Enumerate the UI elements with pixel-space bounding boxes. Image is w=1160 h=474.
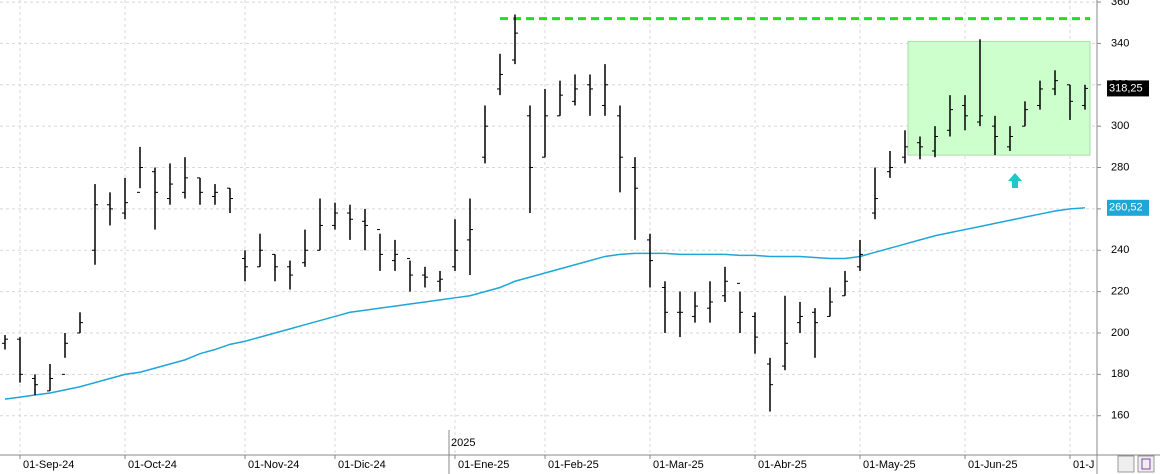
ma-last-label: 260,52 — [1109, 202, 1143, 214]
save-button[interactable] — [1137, 455, 1155, 473]
x-tick-label: 01-Jun-25 — [968, 459, 1018, 471]
y-tick-label: 340 — [1111, 37, 1129, 49]
y-tick-label: 240 — [1111, 244, 1129, 256]
x-tick-label: 01-Nov-24 — [248, 459, 299, 471]
moving-average — [4, 207, 1086, 400]
year-label: 2025 — [451, 437, 475, 449]
save-icon — [1141, 458, 1151, 470]
arrow-marker — [1008, 173, 1022, 188]
x-tick-label: 01-Oct-24 — [128, 459, 177, 471]
y-tick-label: 300 — [1111, 120, 1129, 132]
y-tick-label: 200 — [1111, 327, 1129, 339]
x-tick-label: 01-J — [1073, 459, 1094, 471]
last-price-label: 318,25 — [1109, 82, 1143, 94]
x-tick-label: 01-Abr-25 — [758, 459, 807, 471]
y-tick-label: 180 — [1111, 368, 1129, 380]
x-tick-label: 01-Mar-25 — [653, 459, 704, 471]
x-tick-label: 01-May-25 — [863, 459, 916, 471]
ma-last-box — [1107, 199, 1149, 216]
x-tick-label: 01-Feb-25 — [548, 459, 599, 471]
zone — [907, 40, 1091, 156]
zoom-button[interactable] — [1117, 455, 1135, 473]
y-tick-label: 160 — [1111, 410, 1129, 422]
y-tick-label: 360 — [1111, 0, 1129, 8]
y-tick-label: 220 — [1111, 286, 1129, 298]
last-price-box — [1107, 80, 1149, 97]
plot-area — [0, 0, 1097, 455]
x-tick-label: 01-Sep-24 — [23, 459, 74, 471]
x-tick-label: 01-Dic-24 — [338, 459, 386, 471]
y-tick-label: 280 — [1111, 161, 1129, 173]
x-tick-label: 01-Ene-25 — [458, 459, 509, 471]
